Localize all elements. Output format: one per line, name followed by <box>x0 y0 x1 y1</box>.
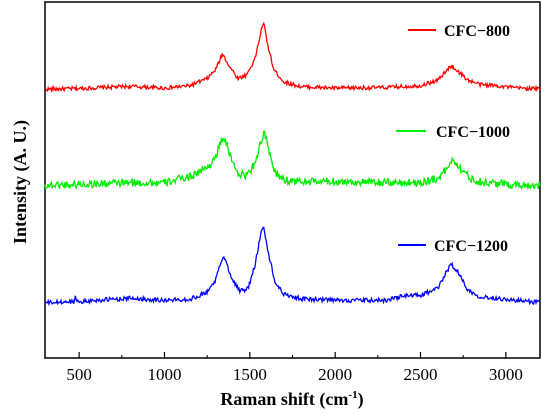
legend: CFC−800 CFC−1000 CFC−1200 <box>396 23 510 255</box>
x-tick-label-3: 1500 <box>233 365 267 384</box>
x-tick-label-2: 1000 <box>147 365 181 384</box>
x-tick-label-1: 500 <box>66 365 92 384</box>
x-axis-title: Raman shift (cm-1) <box>220 389 363 410</box>
y-axis-title: Intensity (A. U.) <box>10 120 31 244</box>
legend-label-1: CFC−800 <box>444 23 510 40</box>
x-tick-label-6: 3000 <box>489 365 523 384</box>
series-layer <box>44 21 541 307</box>
x-tick-label-5: 2500 <box>404 365 438 384</box>
series-line-3 <box>44 226 541 307</box>
x-tick-layer: 500 1000 1500 2000 2500 3000 <box>66 352 523 384</box>
series-line-2 <box>44 130 541 191</box>
x-tick-label-4: 2000 <box>318 365 352 384</box>
legend-label-3: CFC−1200 <box>434 238 508 255</box>
legend-label-2: CFC−1000 <box>436 124 510 141</box>
series-line-1 <box>44 21 541 94</box>
x-axis-title-superscript: -1 <box>348 389 357 401</box>
